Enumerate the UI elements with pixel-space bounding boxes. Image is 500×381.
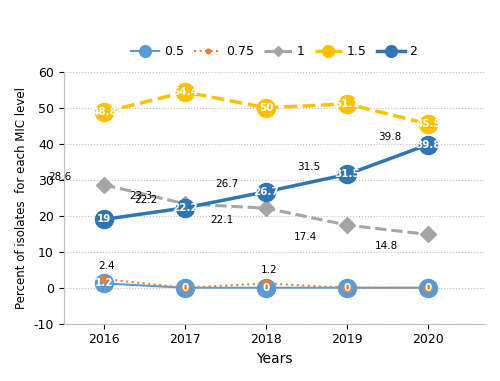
- Text: 1.2: 1.2: [95, 279, 114, 288]
- Text: 0: 0: [344, 283, 351, 293]
- Text: 26.7: 26.7: [216, 179, 239, 189]
- Line: 1.5: 1.5: [95, 83, 438, 133]
- 1: [344, 223, 350, 227]
- 0.75: [101, 277, 107, 282]
- Line: 0.75: 0.75: [100, 275, 432, 291]
- 0.5: [344, 285, 350, 290]
- Text: 2.4: 2.4: [98, 261, 116, 271]
- Text: 22.1: 22.1: [210, 215, 234, 225]
- Text: 0: 0: [182, 283, 189, 293]
- 1.5: [426, 122, 432, 126]
- 2: [101, 217, 107, 222]
- Line: 2: 2: [95, 136, 438, 228]
- 0.75: [344, 285, 350, 290]
- Text: 17.4: 17.4: [294, 232, 317, 242]
- Text: 51.1: 51.1: [334, 99, 360, 109]
- 0.75: [426, 285, 432, 290]
- 1: [263, 206, 269, 210]
- 2: [182, 206, 188, 210]
- 1: [101, 182, 107, 187]
- Text: 48.8: 48.8: [91, 107, 117, 117]
- Line: 1: 1: [98, 179, 434, 240]
- Text: 31.5: 31.5: [334, 170, 360, 179]
- Text: 28.6: 28.6: [48, 172, 72, 182]
- 1.5: [263, 106, 269, 110]
- Text: 26.7: 26.7: [254, 187, 279, 197]
- 1: [426, 232, 432, 237]
- Line: 0.5: 0.5: [95, 274, 438, 297]
- Text: 45.5: 45.5: [416, 119, 441, 129]
- 1.5: [182, 90, 188, 94]
- Text: 0: 0: [262, 283, 270, 293]
- Text: 50: 50: [259, 103, 274, 113]
- Y-axis label: Percent of isolates  for each MIC level: Percent of isolates for each MIC level: [15, 87, 28, 309]
- 2: [344, 172, 350, 177]
- 2: [426, 142, 432, 147]
- Text: 39.8: 39.8: [416, 139, 441, 149]
- 1.5: [344, 102, 350, 106]
- Text: 23.3: 23.3: [129, 191, 152, 201]
- Text: 22.2: 22.2: [134, 195, 158, 205]
- Text: 14.8: 14.8: [375, 241, 398, 251]
- Text: 0: 0: [424, 283, 432, 293]
- Text: 1.2: 1.2: [260, 265, 278, 275]
- 0.5: [182, 285, 188, 290]
- 0.5: [101, 281, 107, 286]
- Text: 19: 19: [97, 215, 112, 224]
- 0.75: [182, 285, 188, 290]
- 1.5: [101, 110, 107, 114]
- X-axis label: Years: Years: [256, 352, 292, 366]
- Text: 22.2: 22.2: [172, 203, 198, 213]
- 1: [182, 202, 188, 206]
- 0.5: [263, 285, 269, 290]
- Legend: 0.5, 0.75, 1, 1.5, 2: 0.5, 0.75, 1, 1.5, 2: [126, 40, 422, 63]
- 2: [263, 189, 269, 194]
- 0.75: [263, 281, 269, 286]
- 0.5: [426, 285, 432, 290]
- Text: 54.4: 54.4: [172, 87, 198, 97]
- Text: 31.5: 31.5: [296, 162, 320, 171]
- Text: 39.8: 39.8: [378, 132, 401, 142]
